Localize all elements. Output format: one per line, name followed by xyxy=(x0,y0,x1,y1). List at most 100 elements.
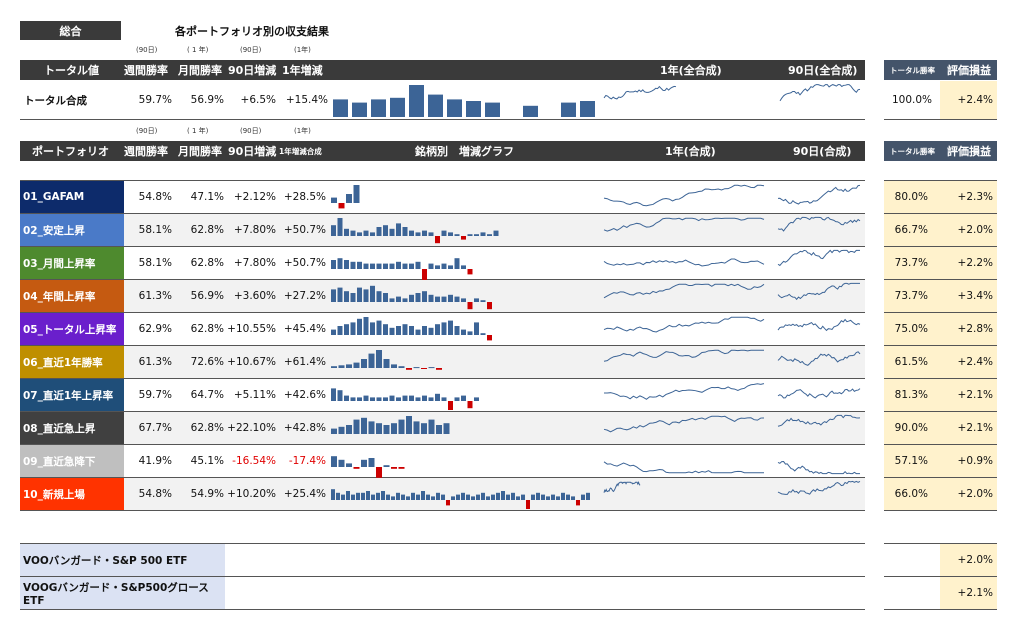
pf-header-week: 週間勝率 xyxy=(124,145,168,158)
total-eval: +2.4% xyxy=(940,81,997,119)
bar-mark xyxy=(556,496,560,500)
portfolio-line-year xyxy=(603,217,765,232)
portfolio-line-year xyxy=(603,258,765,267)
bar-mark xyxy=(454,258,460,269)
bar-mark xyxy=(576,500,580,506)
portfolio-name[interactable]: 10_新規上場 xyxy=(20,478,124,510)
bar-mark xyxy=(331,456,337,467)
portfolio-name[interactable]: 02_安定上昇 xyxy=(20,214,124,246)
sparkline xyxy=(603,415,765,433)
portfolio-eval: +2.8% xyxy=(928,313,997,345)
total-row-month: 56.9% xyxy=(190,94,224,106)
bar-mark xyxy=(396,261,401,269)
sparkline xyxy=(777,414,861,427)
portfolio-name[interactable]: 01_GAFAM xyxy=(20,181,124,213)
bar-mark xyxy=(353,419,360,434)
portfolio-90d: +10.55% xyxy=(227,323,276,335)
bar-mark xyxy=(344,324,349,335)
bar-mark xyxy=(428,294,434,302)
bar-mark xyxy=(474,397,479,401)
bar-mark xyxy=(376,291,382,302)
sparkline xyxy=(777,249,860,267)
bar-mark xyxy=(561,492,565,500)
bar-mark xyxy=(350,230,356,236)
bar-mark xyxy=(398,366,405,368)
bar-mark xyxy=(586,492,590,500)
portfolio-win: 81.3% xyxy=(884,379,928,411)
bar-mark xyxy=(441,494,445,500)
bar-mark xyxy=(436,368,442,370)
bar-mark xyxy=(516,496,520,500)
portfolio-name[interactable]: 08_直近急上昇 xyxy=(20,412,124,444)
portfolio-name[interactable]: 03_月間上昇率 xyxy=(20,247,124,279)
bar-mark xyxy=(346,491,350,500)
total-header-eval: 評価損益 xyxy=(947,64,991,77)
bar-mark xyxy=(353,467,360,469)
bar-mark xyxy=(383,293,388,302)
portfolio-bar-chart xyxy=(331,489,590,509)
divider xyxy=(20,180,865,181)
bar-mark xyxy=(428,94,443,117)
bar-mark xyxy=(466,494,470,500)
bar-mark xyxy=(421,368,427,369)
total-header-name: トータル値 xyxy=(44,64,99,77)
bar-mark xyxy=(363,263,369,269)
bar-mark xyxy=(352,102,367,117)
bar-mark xyxy=(363,317,369,335)
portfolio-name[interactable]: 06_直近1年勝率 xyxy=(20,346,124,378)
portfolio-90d: -16.54% xyxy=(232,455,276,467)
portfolio-win: 66.7% xyxy=(884,214,928,246)
portfolio-month: 64.7% xyxy=(190,389,224,401)
bar-mark xyxy=(471,496,475,500)
bar-mark xyxy=(431,496,435,500)
portfolio-eval: +2.4% xyxy=(928,346,997,378)
portfolio-name[interactable]: 04_年間上昇率 xyxy=(20,280,124,312)
pf-header-eval: 評価損益 xyxy=(947,145,991,158)
portfolio-1y: -17.4% xyxy=(288,455,326,467)
top-tab[interactable]: 総合 xyxy=(20,21,121,40)
bar-mark xyxy=(467,269,473,275)
portfolio-month: 56.9% xyxy=(190,290,224,302)
portfolio-week: 61.3% xyxy=(138,356,172,368)
bar-mark xyxy=(336,492,340,500)
portfolio-1y: +28.5% xyxy=(283,191,326,203)
bar-mark xyxy=(337,258,343,269)
bar-mark xyxy=(396,223,401,236)
bar-mark xyxy=(331,289,336,302)
portfolio-name[interactable]: 07_直近1年上昇率 xyxy=(20,379,124,411)
bar-mark xyxy=(396,492,400,500)
bar-mark xyxy=(396,397,401,401)
total-row-name: トータル合成 xyxy=(24,94,87,107)
portfolio-name[interactable]: 09_直近急降下 xyxy=(20,445,124,477)
bar-mark xyxy=(566,494,570,500)
bar-mark xyxy=(409,326,414,335)
bar-mark xyxy=(376,397,382,401)
portfolio-line-year xyxy=(603,283,765,299)
bar-mark xyxy=(415,397,421,401)
bar-mark xyxy=(448,320,453,335)
bar-mark xyxy=(353,362,360,368)
sparkline xyxy=(777,184,861,205)
portfolio-name[interactable]: 05_トータル上昇率 xyxy=(20,313,124,345)
period-label-month: ( 1 年) xyxy=(187,46,209,54)
portfolio-week: 58.1% xyxy=(138,224,172,236)
bar-mark xyxy=(461,492,465,500)
bar-mark xyxy=(480,333,486,335)
bar-mark xyxy=(551,494,555,500)
bar-mark xyxy=(376,423,382,434)
total-header-1y: 1年増減 xyxy=(282,64,323,77)
portfolio-1y: +50.7% xyxy=(283,224,326,236)
portfolio-bar-chart xyxy=(331,416,450,434)
bar-mark xyxy=(350,261,356,269)
total-row-1y: +15.4% xyxy=(285,94,328,106)
bar-mark xyxy=(338,203,345,209)
pf-header-year: 1年(合成) xyxy=(665,145,716,158)
bar-mark xyxy=(474,298,479,302)
sparkline xyxy=(603,258,765,267)
bar-mark xyxy=(350,322,356,335)
portfolio-1y: +42.6% xyxy=(283,389,326,401)
portfolio-eval: +2.2% xyxy=(928,247,997,279)
bar-mark xyxy=(411,492,415,500)
sparkline xyxy=(603,383,765,400)
portfolio-row: 10_新規上場 54.8% 54.9% +10.20% +25.4% xyxy=(20,478,865,511)
